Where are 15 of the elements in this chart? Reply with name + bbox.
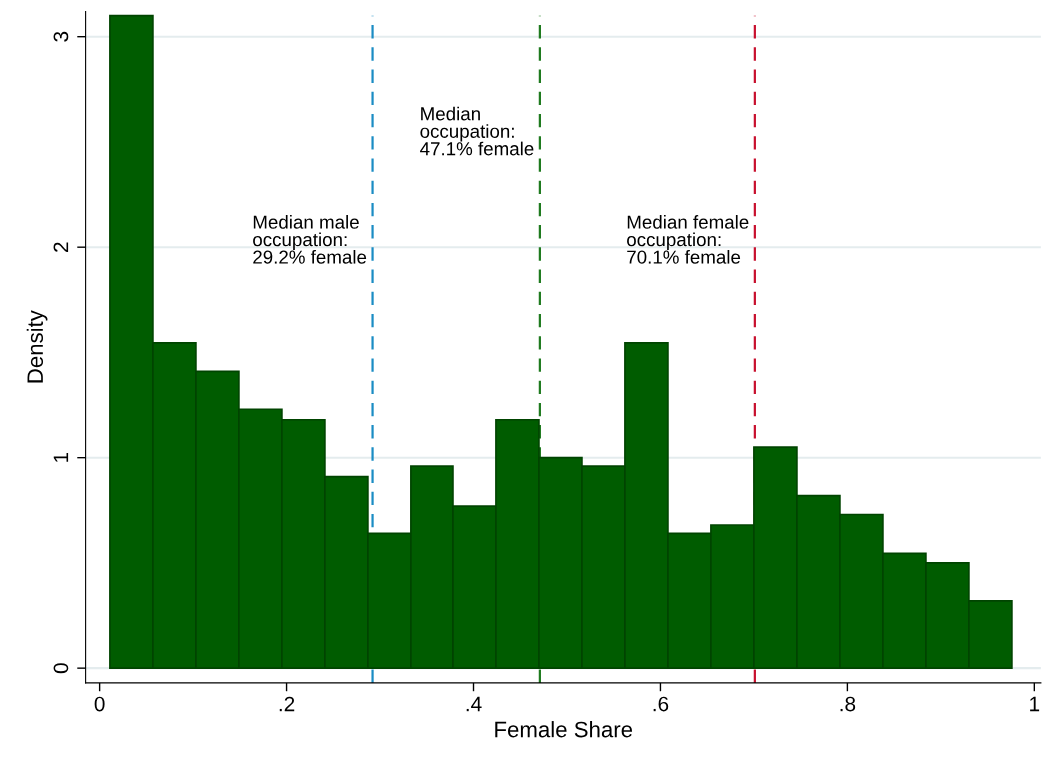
ref-line-label: Median female occupation: 70.1% female: [627, 215, 749, 264]
ref-line-label: Median male occupation: 29.2% female: [253, 215, 367, 264]
x-tick-label: 0: [94, 696, 105, 712]
y-tick-label: 0: [53, 663, 69, 674]
x-tick-label: 1: [1030, 696, 1040, 712]
y-axis-title: Density: [26, 310, 48, 383]
x-tick-label: .4: [466, 696, 482, 712]
y-tick-label: 3: [53, 31, 69, 42]
y-tick-label: 2: [53, 242, 69, 252]
x-tick-label: .6: [653, 696, 669, 712]
x-axis-title: Female Share: [495, 721, 633, 738]
x-tick-label: .2: [279, 696, 295, 712]
ref-line-label: Median occupation: 47.1% female: [420, 106, 534, 156]
y-tick-label: 1: [53, 452, 69, 462]
x-tick-label: .8: [840, 696, 856, 712]
